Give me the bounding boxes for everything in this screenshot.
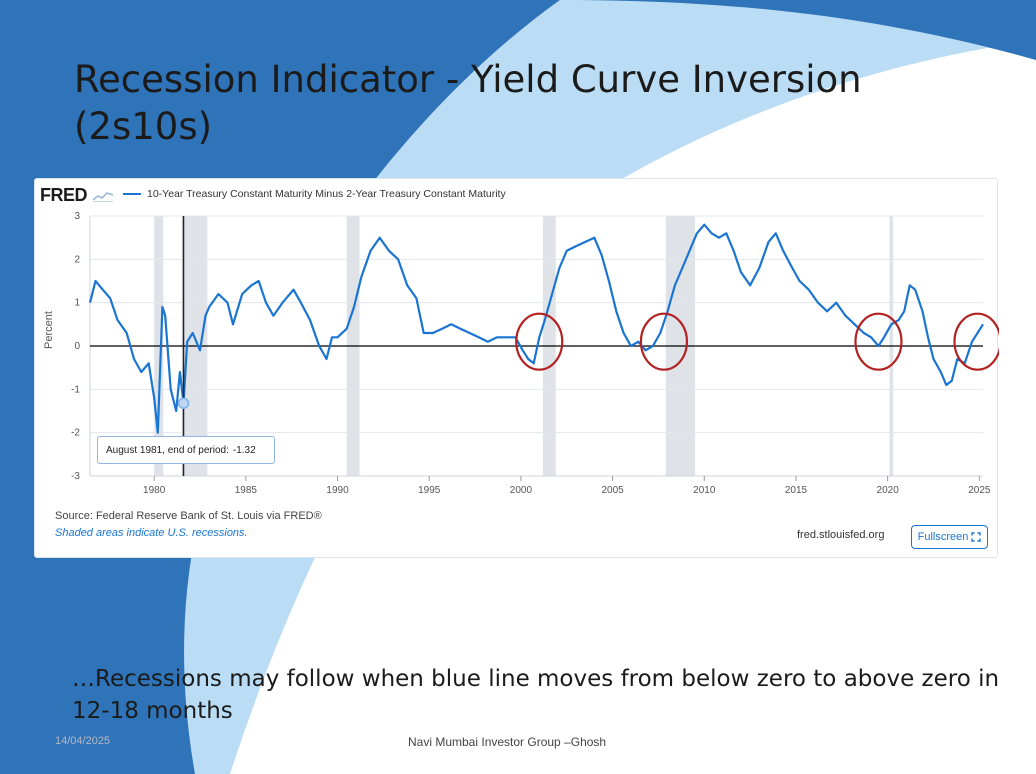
slide-note: …Recessions may follow when blue line mo… — [72, 666, 1000, 724]
y-axis-ticks: -3 -2 -1 0 1 2 3 — [71, 211, 80, 482]
footer-author: Navi Mumbai Investor Group –Ghosh — [408, 735, 607, 749]
y-tick-label: 2 — [74, 254, 80, 265]
x-axis-ticks: 1980 1985 1990 1995 2000 2005 2010 2015 2020 2025 — [143, 476, 991, 496]
chart-source: Source: Federal Reserve Bank of St. Loui… — [55, 510, 322, 522]
footer-date: 14/04/2025 — [55, 735, 111, 747]
x-tick-label: 2025 — [968, 485, 991, 496]
x-tick-label: 1995 — [418, 485, 441, 496]
yield-spread-line[interactable] — [88, 223, 984, 434]
x-tick-label: 2000 — [510, 485, 533, 496]
hover-marker — [177, 397, 190, 409]
background-top-arc — [560, 0, 1036, 60]
x-tick-label: 2005 — [601, 485, 624, 496]
fred-chart: -3 -2 -1 0 1 2 3 1980 1985 1990 1995 2000 2005 2010 2… — [71, 211, 999, 496]
fred-logo[interactable]: FRED — [40, 185, 114, 206]
fullscreen-label: Fullscreen — [917, 531, 969, 543]
y-tick-label: -3 — [71, 471, 80, 482]
fred-logo-text: FRED — [40, 185, 88, 205]
y-tick-label: -1 — [71, 384, 80, 395]
annotation-circles — [515, 312, 999, 371]
legend-swatch — [123, 192, 141, 196]
y-tick-label: 1 — [74, 298, 80, 309]
tooltip-value: -1.32 — [232, 444, 256, 456]
x-tick-label: 2010 — [693, 485, 716, 496]
annotation-circle — [854, 312, 903, 371]
y-tick-label: 0 — [74, 341, 80, 352]
y-axis-label: Percent — [43, 311, 55, 349]
chart-tooltip: August 1981, end of period: -1.32 — [97, 436, 275, 464]
x-tick-label: 1990 — [326, 485, 349, 496]
x-tick-label: 2015 — [785, 485, 808, 496]
recession-note: Shaded areas indicate U.S. recessions. — [55, 527, 248, 539]
annotation-circle — [639, 312, 689, 371]
x-tick-label: 2020 — [877, 485, 900, 496]
y-tick-label: 3 — [74, 211, 80, 222]
tooltip-text: August 1981, end of period: — [106, 444, 229, 456]
expand-icon — [971, 532, 982, 542]
slide-title: Recession Indicator - Yield Curve Invers… — [74, 58, 862, 148]
annotation-circle — [953, 312, 999, 371]
line-chart-icon — [92, 192, 113, 202]
x-tick-label: 1985 — [235, 485, 258, 496]
grid-lines — [89, 215, 983, 477]
chart-legend: 10-Year Treasury Constant Maturity Minus… — [123, 188, 506, 200]
x-tick-label: 1980 — [143, 485, 166, 496]
fullscreen-button[interactable]: Fullscreen — [911, 525, 988, 549]
legend-label: 10-Year Treasury Constant Maturity Minus… — [147, 188, 506, 200]
fred-url-link[interactable]: fred.stlouisfed.org — [797, 529, 885, 541]
annotation-circle — [515, 312, 564, 371]
y-tick-label: -2 — [71, 428, 80, 439]
fred-chart-panel: -3 -2 -1 0 1 2 3 1980 1985 1990 1995 2000 2005 2010 2… — [34, 178, 999, 558]
